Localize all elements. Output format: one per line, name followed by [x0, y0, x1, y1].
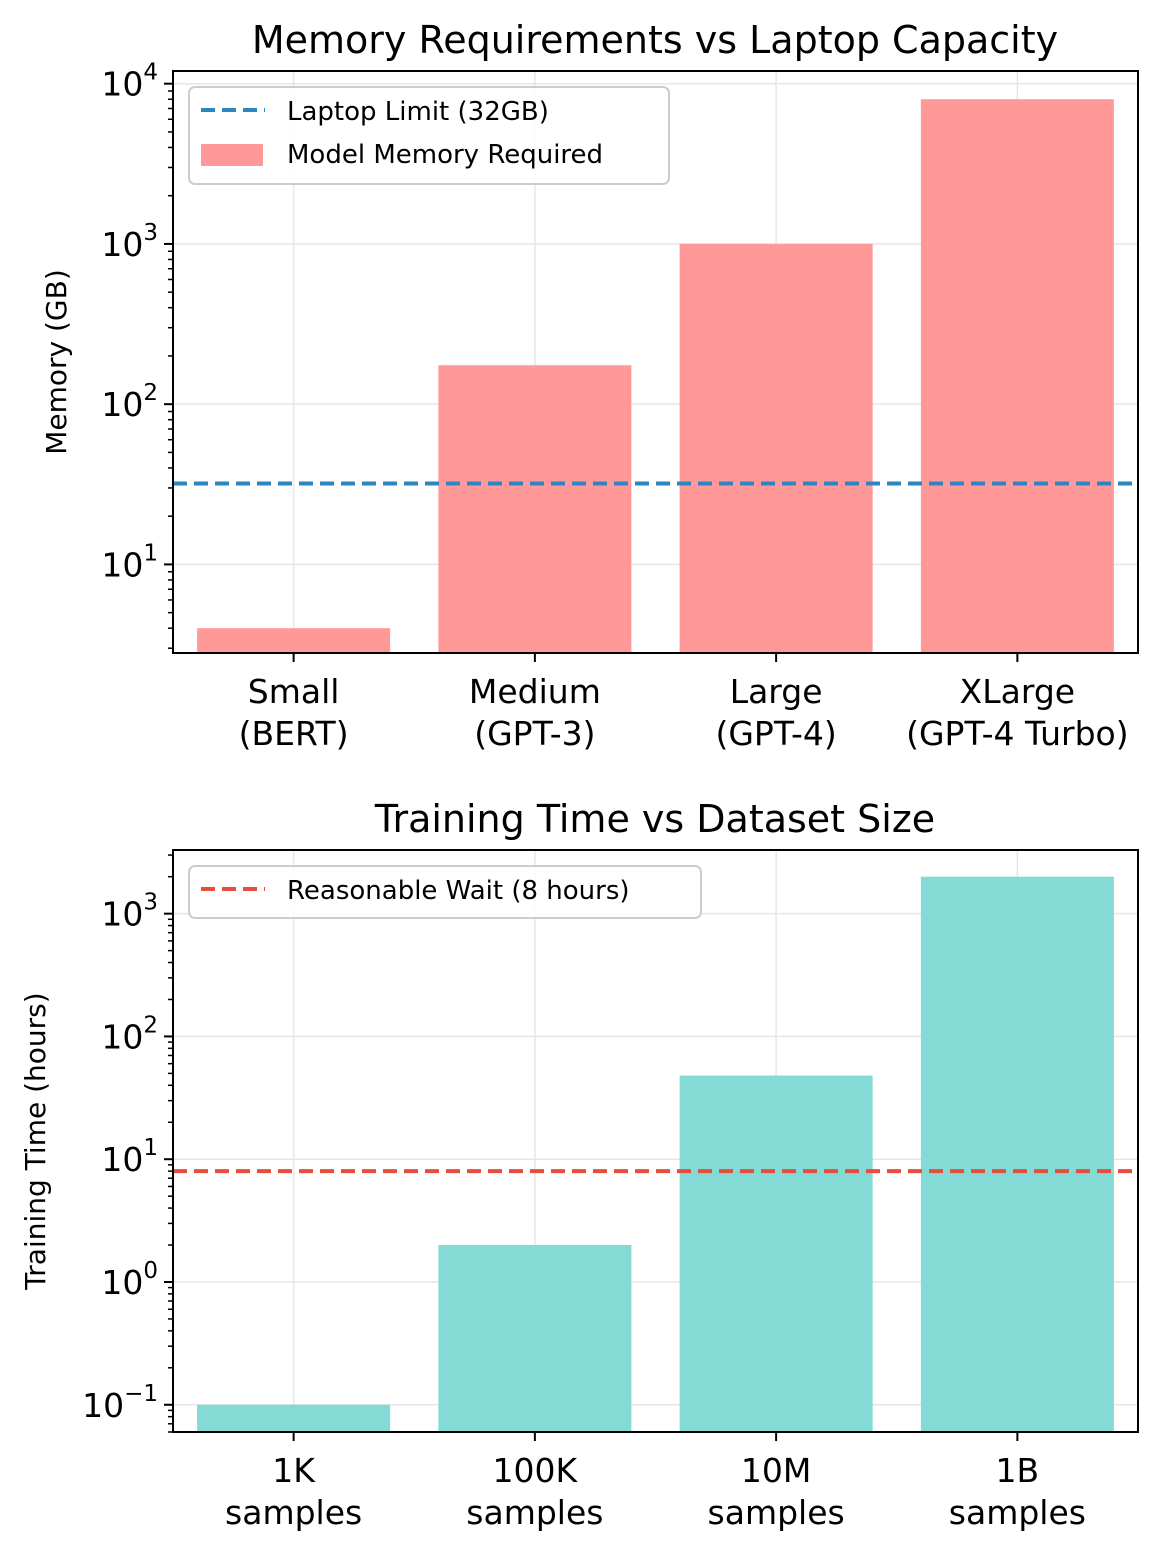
x-tick-label-line: 1B: [996, 1451, 1040, 1490]
legend-box: [188, 865, 702, 919]
bar: [197, 1404, 391, 1432]
y-tick-exponent: 1: [143, 1135, 158, 1161]
x-tick-label-line: (GPT-4): [715, 714, 836, 753]
x-tick-label: 10M samples: [708, 1451, 845, 1532]
x-tick-label-line: samples: [949, 1493, 1086, 1532]
memory-chart: Memory Requirements vs Laptop Capacity M…: [40, 18, 1139, 753]
y-tick-base: 10: [101, 385, 143, 424]
legend-bar-swatch: [201, 144, 263, 166]
x-tick-label: 1B samples: [949, 1451, 1086, 1532]
legend: Reasonable Wait (8 hours): [188, 865, 702, 919]
x-tick-label-line: Large: [730, 672, 823, 711]
x-tick-label: Small (BERT): [239, 672, 349, 753]
y-axis-label: Training Time (hours): [19, 992, 52, 1290]
y-tick-label: 101: [101, 540, 158, 584]
bar: [438, 365, 632, 653]
legend-box: [188, 86, 670, 185]
y-tick-label: 102: [101, 380, 158, 424]
y-axis-label: Memory (GB): [40, 269, 73, 455]
x-tick-label-line: samples: [466, 1493, 603, 1532]
y-tick-label: 104: [101, 60, 158, 104]
bar: [679, 243, 873, 653]
training-time-chart: Training Time vs Dataset Size Training T…: [19, 797, 1139, 1532]
x-ticks: Small (BERT) Medium (GPT-3) Large (GPT-4) XLar…: [239, 653, 1129, 753]
y-tick-base: 10: [101, 225, 143, 264]
y-tick-exponent: 4: [143, 60, 158, 86]
y-tick-label: 102: [101, 1012, 158, 1056]
x-tick-label: 100K samples: [466, 1451, 603, 1532]
chart-title: Memory Requirements vs Laptop Capacity: [252, 18, 1058, 62]
x-tick-label: Medium (GPT-3): [469, 672, 601, 753]
legend-entry-laptop-limit: Laptop Limit (32GB): [287, 97, 549, 127]
y-tick-label: 100: [101, 1258, 158, 1302]
chart-title: Training Time vs Dataset Size: [374, 797, 935, 841]
x-tick-label-line: (BERT): [239, 714, 349, 753]
x-tick-label: XLarge (GPT-4 Turbo): [906, 672, 1129, 753]
legend-entry-model-memory: Model Memory Required: [287, 140, 603, 170]
y-tick-base: 10: [101, 895, 143, 934]
x-tick-label: Large (GPT-4): [715, 672, 836, 753]
y-tick-base: 10: [101, 545, 143, 584]
x-tick-label-line: samples: [708, 1493, 845, 1532]
y-tick-exponent: 2: [143, 1012, 158, 1038]
y-tick-base: 10: [82, 1386, 124, 1425]
y-tick-label: 10−1: [82, 1381, 158, 1425]
bar: [920, 876, 1114, 1432]
bars: [197, 876, 1114, 1432]
y-tick-base: 10: [101, 65, 143, 104]
y-tick-exponent: 2: [143, 380, 158, 406]
bar: [438, 1245, 632, 1432]
x-tick-label-line: Small: [248, 672, 340, 711]
y-tick-exponent: 3: [143, 220, 158, 246]
x-tick-label-line: 10M: [741, 1451, 811, 1490]
x-tick-label-line: Medium: [469, 672, 601, 711]
y-tick-exponent: 0: [143, 1258, 158, 1284]
y-tick-base: 10: [101, 1017, 143, 1056]
y-tick-label: 103: [101, 890, 158, 934]
y-tick-base: 10: [101, 1140, 143, 1179]
bars: [197, 99, 1114, 653]
legend-entry-reasonable-wait: Reasonable Wait (8 hours): [287, 876, 630, 906]
y-tick-label: 101: [101, 1135, 158, 1179]
plot-frame: [172, 70, 1139, 654]
y-tick-exponent: 1: [143, 540, 158, 566]
x-tick-label: 1K samples: [225, 1451, 362, 1532]
y-tick-exponent: −1: [124, 1381, 158, 1407]
legend: Laptop Limit (32GB) Model Memory Require…: [188, 86, 670, 185]
bar: [679, 1075, 873, 1432]
x-tick-label-line: (GPT-3): [474, 714, 595, 753]
x-tick-label-line: 100K: [493, 1451, 579, 1490]
y-tick-exponent: 3: [143, 890, 158, 916]
x-tick-label-line: samples: [225, 1493, 362, 1532]
y-tick-label: 103: [101, 220, 158, 264]
x-tick-label-line: XLarge: [960, 672, 1075, 711]
bar: [920, 99, 1114, 653]
x-tick-label-line: 1K: [272, 1451, 316, 1490]
y-tick-base: 10: [101, 1263, 143, 1302]
bar: [197, 628, 391, 653]
plot-frame: [172, 849, 1139, 1433]
x-tick-label-line: (GPT-4 Turbo): [906, 714, 1129, 753]
